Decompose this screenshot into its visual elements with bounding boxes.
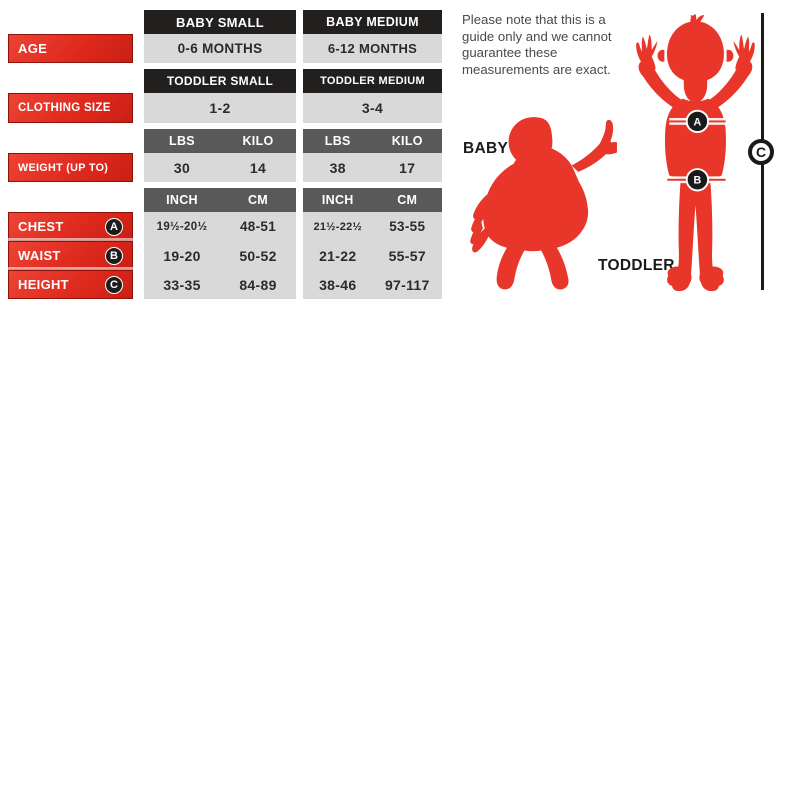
- svg-text:A: A: [694, 116, 702, 128]
- svg-text:B: B: [694, 175, 702, 187]
